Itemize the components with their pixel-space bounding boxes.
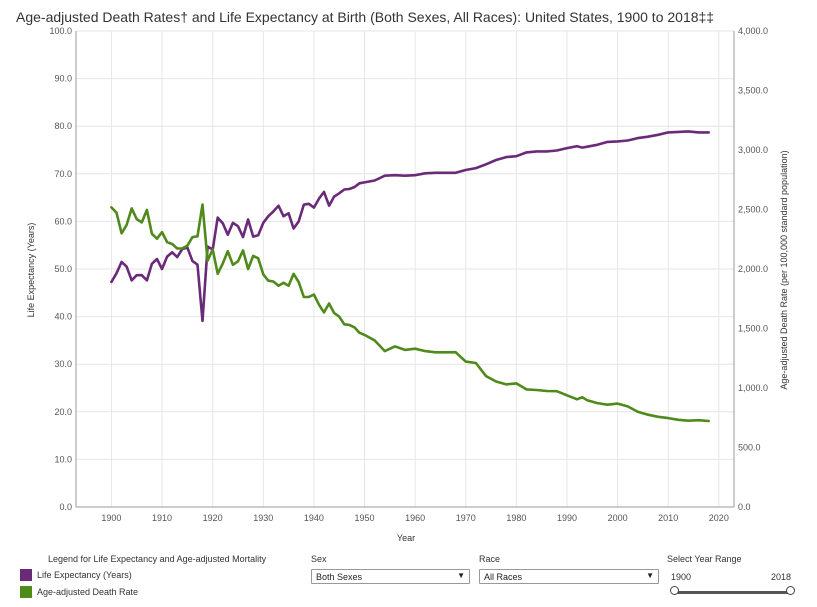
right-axis-title: Age-adjusted Death Rate (per 100,000 sta… (779, 150, 789, 389)
legend-label: Life Expectancy (Years) (37, 570, 132, 580)
left-tick-label: 100.0 (49, 26, 72, 36)
x-tick-label: 1980 (506, 513, 526, 523)
left-tick-label: 20.0 (54, 407, 72, 417)
grid-lines (76, 30, 734, 508)
x-tick-label: 1940 (304, 513, 324, 523)
life-expectancy-line[interactable] (110, 130, 711, 323)
x-tick-label: 1920 (203, 513, 223, 523)
x-tick-label: 1990 (557, 513, 577, 523)
right-tick-label: 1,000.0 (738, 383, 768, 393)
left-tick-label: 0.0 (59, 502, 72, 512)
axes (75, 31, 735, 508)
x-tick-label: 1960 (405, 513, 425, 523)
series-lines (110, 130, 711, 423)
x-tick-label: 1970 (456, 513, 476, 523)
year-range-slider-track[interactable] (674, 591, 792, 594)
right-tick-label: 1,500.0 (738, 324, 768, 334)
sex-select[interactable]: Both Sexes ▼ (311, 569, 470, 584)
race-label: Race (479, 554, 501, 564)
sex-label: Sex (311, 554, 327, 564)
right-tick-label: 2,500.0 (738, 205, 768, 215)
x-axis-title: Year (397, 533, 415, 543)
right-tick-label: 500.0 (738, 443, 761, 453)
right-tick-label: 0.0 (738, 502, 751, 512)
x-tick-label: 1900 (101, 513, 121, 523)
sex-select-value: Both Sexes (316, 572, 363, 582)
year-range-start-handle[interactable] (670, 586, 679, 595)
legend-label: Age-adjusted Death Rate (37, 587, 139, 597)
left-tick-label: 40.0 (54, 312, 72, 322)
left-tick-label: 60.0 (54, 216, 72, 226)
chevron-down-icon: ▼ (646, 571, 654, 580)
x-tick-label: 1930 (253, 513, 273, 523)
left-tick-label: 10.0 (54, 454, 72, 464)
legend-swatch-purple (20, 569, 32, 581)
left-tick-label: 50.0 (54, 264, 72, 274)
legend-title: Legend for Life Expectancy and Age-adjus… (48, 554, 267, 564)
right-tick-label: 3,000.0 (738, 145, 768, 155)
x-tick-label: 2010 (658, 513, 678, 523)
x-tick-label: 1950 (354, 513, 374, 523)
year-range-end: 2018 (771, 572, 792, 582)
chevron-down-icon: ▼ (457, 571, 465, 580)
left-tick-label: 80.0 (54, 121, 72, 131)
death-rate-line[interactable] (110, 203, 711, 423)
legend-item-death-rate[interactable]: Age-adjusted Death Rate (20, 586, 138, 598)
x-tick-label: 2020 (709, 513, 729, 523)
year-range-end-handle[interactable] (786, 586, 795, 595)
chart-area: 0.0 10.0 20.0 30.0 40.0 50.0 60.0 70.0 80.0 90.0 1… (26, 26, 789, 543)
x-tick-label: 1910 (152, 513, 172, 523)
right-tick-label: 2,000.0 (738, 264, 768, 274)
legend-swatch-green (20, 586, 32, 598)
left-tick-label: 90.0 (54, 74, 72, 84)
left-axis-title: Life Expectancy (Years) (26, 223, 36, 318)
right-tick-label: 3,500.0 (738, 86, 768, 96)
race-select[interactable]: All Races ▼ (479, 569, 659, 584)
legend-item-life-expectancy[interactable]: Life Expectancy (Years) (20, 569, 132, 581)
x-tick-label: 2000 (608, 513, 628, 523)
race-select-value: All Races (484, 572, 523, 582)
left-tick-label: 30.0 (54, 359, 72, 369)
tick-labels: 0.0 10.0 20.0 30.0 40.0 50.0 60.0 70.0 80.0 90.0 1… (49, 26, 768, 523)
right-tick-label: 4,000.0 (738, 26, 768, 36)
left-tick-label: 70.0 (54, 169, 72, 179)
year-range-label: Select Year Range (667, 554, 742, 564)
year-range-start: 1900 (671, 572, 692, 582)
chart-title: Age-adjusted Death Rates† and Life Expec… (16, 9, 715, 25)
